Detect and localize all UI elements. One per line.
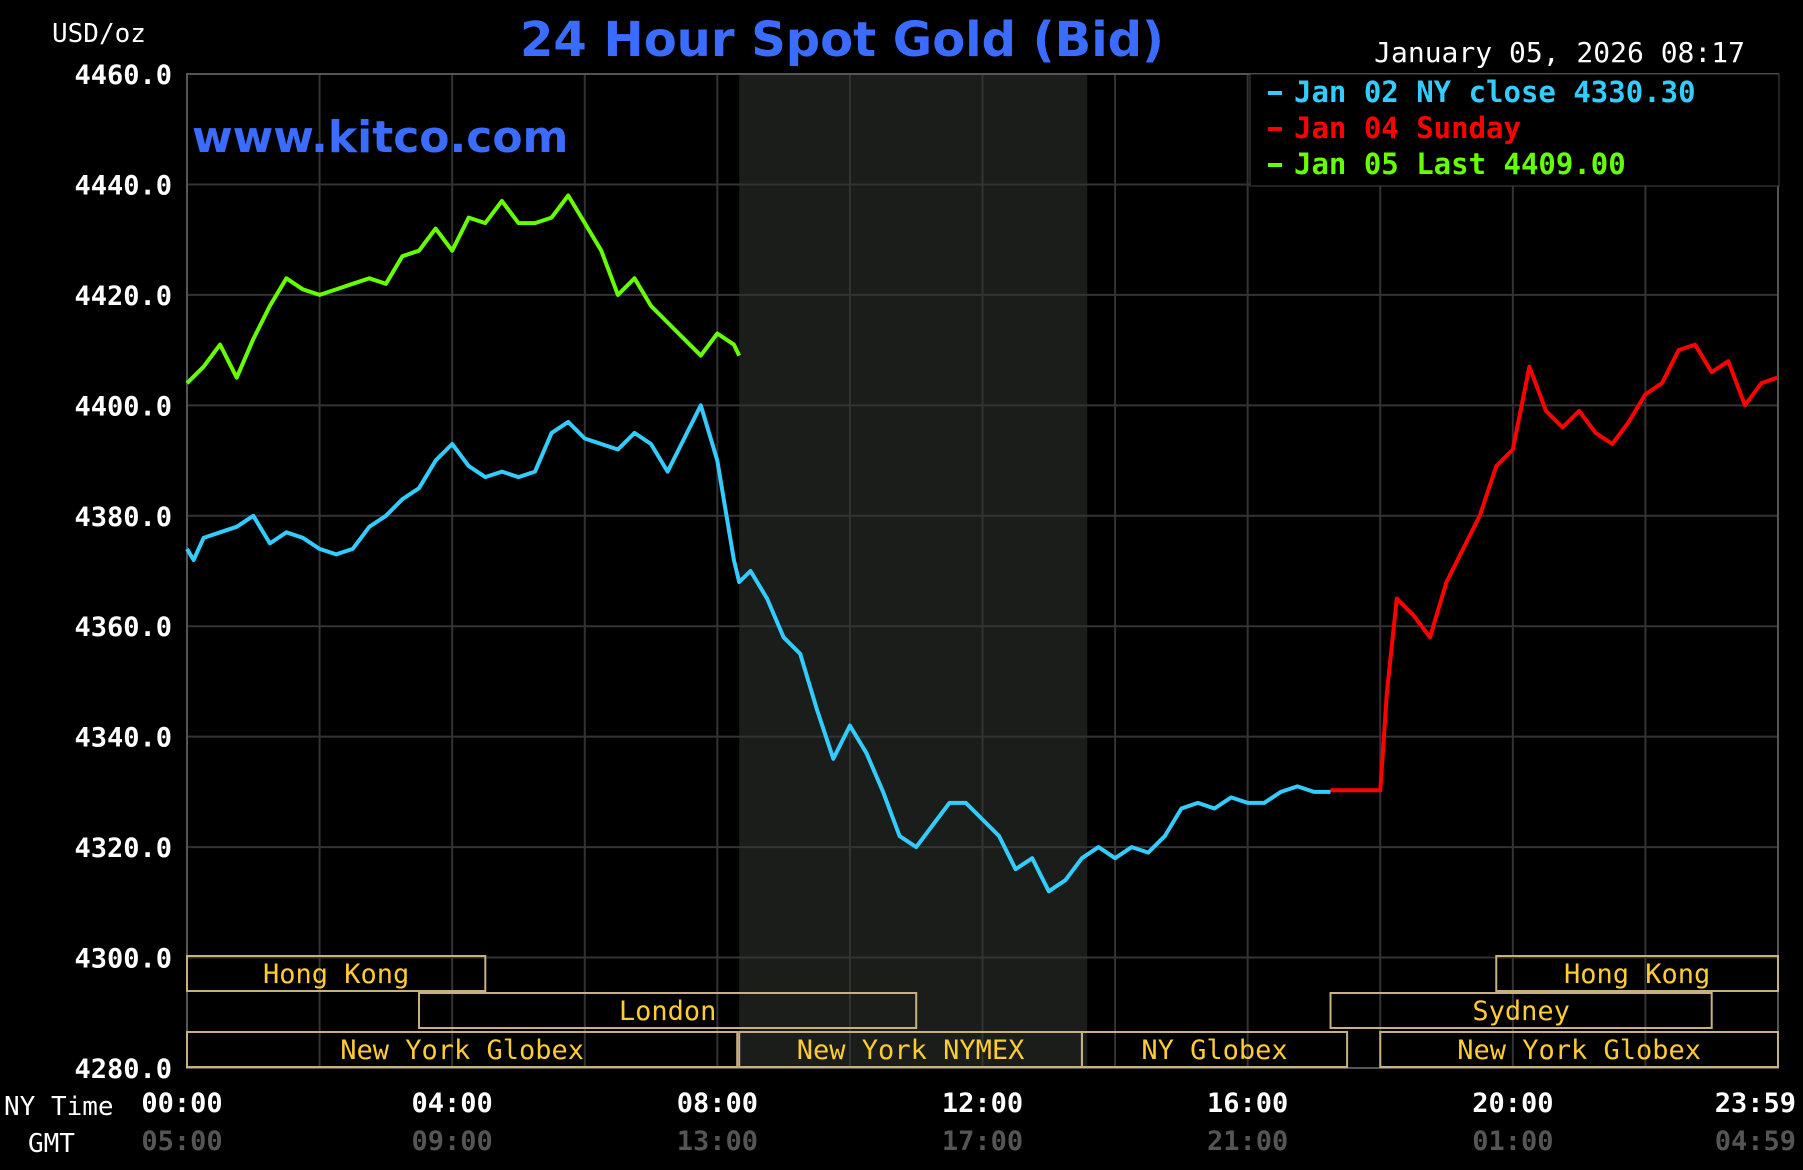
series-line-2 [185,193,742,385]
session-box [1495,955,1779,992]
y-tick-label: 4340.0 [74,723,172,754]
session-box [186,955,487,992]
y-axis-ticks: 4280.0 4300.0 4320.0 4340.0 4360.0 4380.0 4400… [74,60,172,1085]
x-tick-label-gmt: 21:00 [1207,1126,1288,1157]
x-tick-label-gmt: 13:00 [677,1126,758,1157]
session-box [1329,992,1713,1029]
x-tick-label-gmt: 05:00 [141,1126,222,1157]
session-label: Hong Kong [1564,959,1710,990]
y-tick-label: 4460.0 [74,60,172,91]
session-label: London [619,996,717,1027]
session-box [186,1031,739,1068]
series-line-1 [1330,342,1778,793]
x-tick-label: 08:00 [677,1088,758,1119]
session-label: New York NYMEX [797,1035,1025,1066]
market-sessions: Hong Kong Hong Kong London Sydney New York G… [186,955,1779,1068]
x-axis-label-ny: NY Time [4,1092,114,1122]
x-tick-label: 00:00 [141,1088,222,1119]
session-label: NY Globex [1141,1035,1287,1066]
x-tick-label: 20:00 [1472,1088,1553,1119]
nymex-shaded-region [739,74,1088,1068]
y-tick-label: 4420.0 [74,281,172,312]
price-series [185,193,1778,894]
legend-entry: Jan 05 Last 4409.00 [1294,147,1626,181]
chart-title: 24 Hour Spot Gold (Bid) [520,12,1164,68]
series-line-0 [185,403,1331,894]
x-tick-label: 04:00 [412,1088,493,1119]
brand-watermark: www.kitco.com [192,112,568,163]
session-box [1379,1031,1779,1068]
y-tick-label: 4380.0 [74,502,172,533]
unit-label: USD/oz [52,19,146,49]
session-box [418,992,918,1029]
grid-lines [186,73,1779,1069]
x-tick-label-gmt: 04:59 [1715,1126,1796,1157]
x-tick-label: 16:00 [1207,1088,1288,1119]
timestamp: January 05, 2026 08:17 [1374,36,1745,69]
x-axis-ticks: 00:00 05:00 04:00 09:00 08:00 13:00 12:00 17:00… [141,1088,1796,1157]
session-label: Sydney [1472,996,1570,1027]
session-label: New York Globex [1457,1035,1701,1066]
legend-entry: Jan 04 Sunday [1294,111,1521,145]
x-tick-label-gmt: 17:00 [942,1126,1023,1157]
session-label: New York Globex [340,1035,584,1066]
y-tick-label: 4400.0 [74,391,172,422]
legend-box [1249,73,1780,187]
legend-entry: Jan 02 NY close 4330.30 [1294,75,1696,109]
y-tick-label: 4360.0 [74,612,172,643]
x-tick-label: 23:59 [1715,1088,1796,1119]
session-box [1080,1031,1349,1068]
session-label: Hong Kong [263,959,409,990]
x-tick-label-gmt: 01:00 [1472,1126,1553,1157]
x-axis-label-gmt: GMT [28,1129,75,1159]
y-tick-label: 4300.0 [74,944,172,975]
x-tick-label: 12:00 [942,1088,1023,1119]
y-tick-label: 4440.0 [74,170,172,201]
y-tick-label: 4280.0 [74,1054,172,1085]
y-tick-label: 4320.0 [74,833,172,864]
x-tick-label-gmt: 09:00 [412,1126,493,1157]
